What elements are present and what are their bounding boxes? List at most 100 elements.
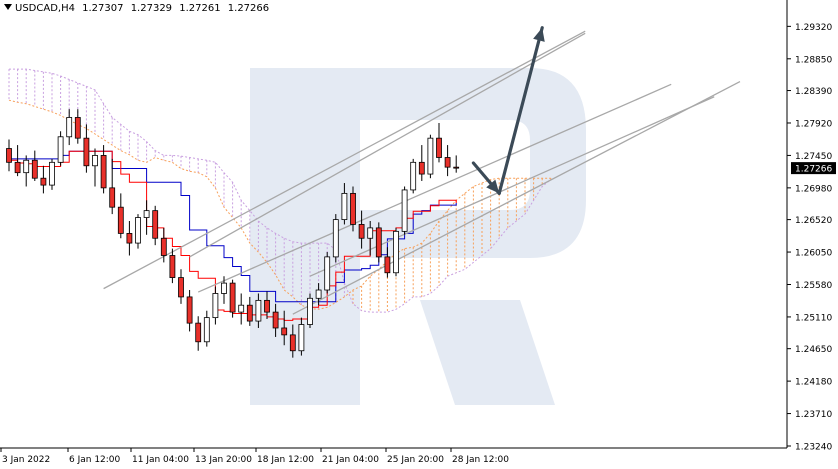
forecast-arrow-head [486,179,500,194]
x-axis: 3 Jan 2022 6 Jan 12:00 11 Jan 04:00 13 Jan … [0,448,509,465]
channel-line [189,32,586,258]
y-tick-label: 1.29320 [795,23,832,33]
y-tick-label: 1.24180 [795,378,832,388]
candle-body [74,117,81,139]
chart-header: USDCAD,H4 1.27307 1.27329 1.27261 1.2726… [4,3,273,14]
y-tick-label: 1.24650 [795,345,832,355]
candle-body [186,296,193,324]
candle-body [350,192,356,225]
candle-body [203,317,210,343]
candle-body [315,289,322,299]
candle-body [31,159,38,179]
open-value: 1.27307 [82,3,124,14]
candle-body [221,282,227,294]
candle-body [126,233,133,244]
current-price-marker: 1.27266 [791,162,836,175]
candle-body [23,159,30,174]
candle-body [427,137,434,175]
candle-body [169,255,176,278]
y-tick-label: 1.25110 [795,313,832,323]
price-badge-bg [791,162,836,175]
forecast-arrows [471,26,545,195]
low-value: 1.27261 [179,3,221,14]
candle-body [100,155,107,189]
y-tick-label: 1.25580 [795,281,832,291]
candle-body [238,304,245,313]
candle-body [384,256,391,274]
candle-body [436,137,442,158]
candle-body [393,230,399,274]
dropdown-triangle-icon[interactable] [4,4,12,10]
candle-body [289,334,296,352]
candle-body [83,137,90,167]
y-tick-label: 1.23240 [795,443,832,453]
ichimoku-cloud [8,68,552,313]
candle-body [281,327,288,336]
forecast-arrow-head [533,27,545,42]
x-tick-label: 18 Jan 12:00 [257,455,314,465]
candle-body [453,166,460,169]
candle-body [152,210,159,239]
candle-body [255,299,262,322]
candle-body [160,237,167,256]
y-tick-label: 1.23710 [795,410,832,420]
y-tick-label: 1.26050 [795,249,832,259]
candle-body [109,187,116,208]
candle-body [246,304,253,322]
y-tick-label: 1.27920 [795,119,832,129]
candle-body [14,161,21,174]
y-tick-label: 1.28850 [795,55,832,65]
candle-body [66,117,73,138]
senkou-span-b [9,68,552,313]
x-tick-label: 3 Jan 2022 [2,455,50,465]
candle-body [324,256,331,291]
candle-body [272,311,279,329]
candle-body [341,192,348,221]
candle-body [418,161,425,175]
channel-line [292,80,741,315]
candle-body [444,157,451,168]
x-tick-label: 28 Jan 12:00 [452,455,509,465]
candle-body [92,155,98,167]
x-tick-label: 13 Jan 20:00 [195,455,252,465]
y-tick-label: 1.28390 [795,87,832,97]
candle-body [332,219,339,258]
candle-body [367,227,374,239]
candle-body [298,324,305,352]
symbol-label: USDCAD,H4 [15,3,75,14]
x-tick-label: 6 Jan 12:00 [69,455,121,465]
x-tick-label: 25 Jan 20:00 [387,455,444,465]
candle-body [212,293,219,319]
candle-body [178,277,184,298]
price-badge-label: 1.27266 [795,165,832,175]
candle-body [40,177,47,186]
y-axis: 1.29320 1.28850 1.28390 1.27920 1.27450 1.269… [787,23,832,453]
candle-body [143,210,150,218]
candle-body [6,148,12,163]
candle-body [117,206,124,234]
forecast-arrow-shaft [497,26,544,195]
candle-body [401,189,408,232]
close-value: 1.27266 [227,3,270,14]
candle-body [375,227,382,258]
y-tick-label: 1.26980 [795,184,832,194]
candles [6,109,460,358]
candle-body [410,161,417,191]
candle-body [358,224,365,239]
x-tick-label: 21 Jan 04:00 [322,455,379,465]
channel-line [103,30,586,290]
candle-body [49,161,55,186]
candle-body [229,282,236,313]
y-tick-label: 1.26520 [795,216,832,226]
candle-body [57,136,64,163]
candle-body [307,297,313,325]
high-value: 1.27329 [130,3,173,14]
y-tick-label: 1.27450 [795,152,832,162]
candle-body [195,322,202,343]
watermark-logo [250,68,586,405]
x-tick-label: 11 Jan 04:00 [132,455,189,465]
channel-line [197,83,672,293]
candle-body [135,217,141,244]
candle-body [264,299,270,313]
